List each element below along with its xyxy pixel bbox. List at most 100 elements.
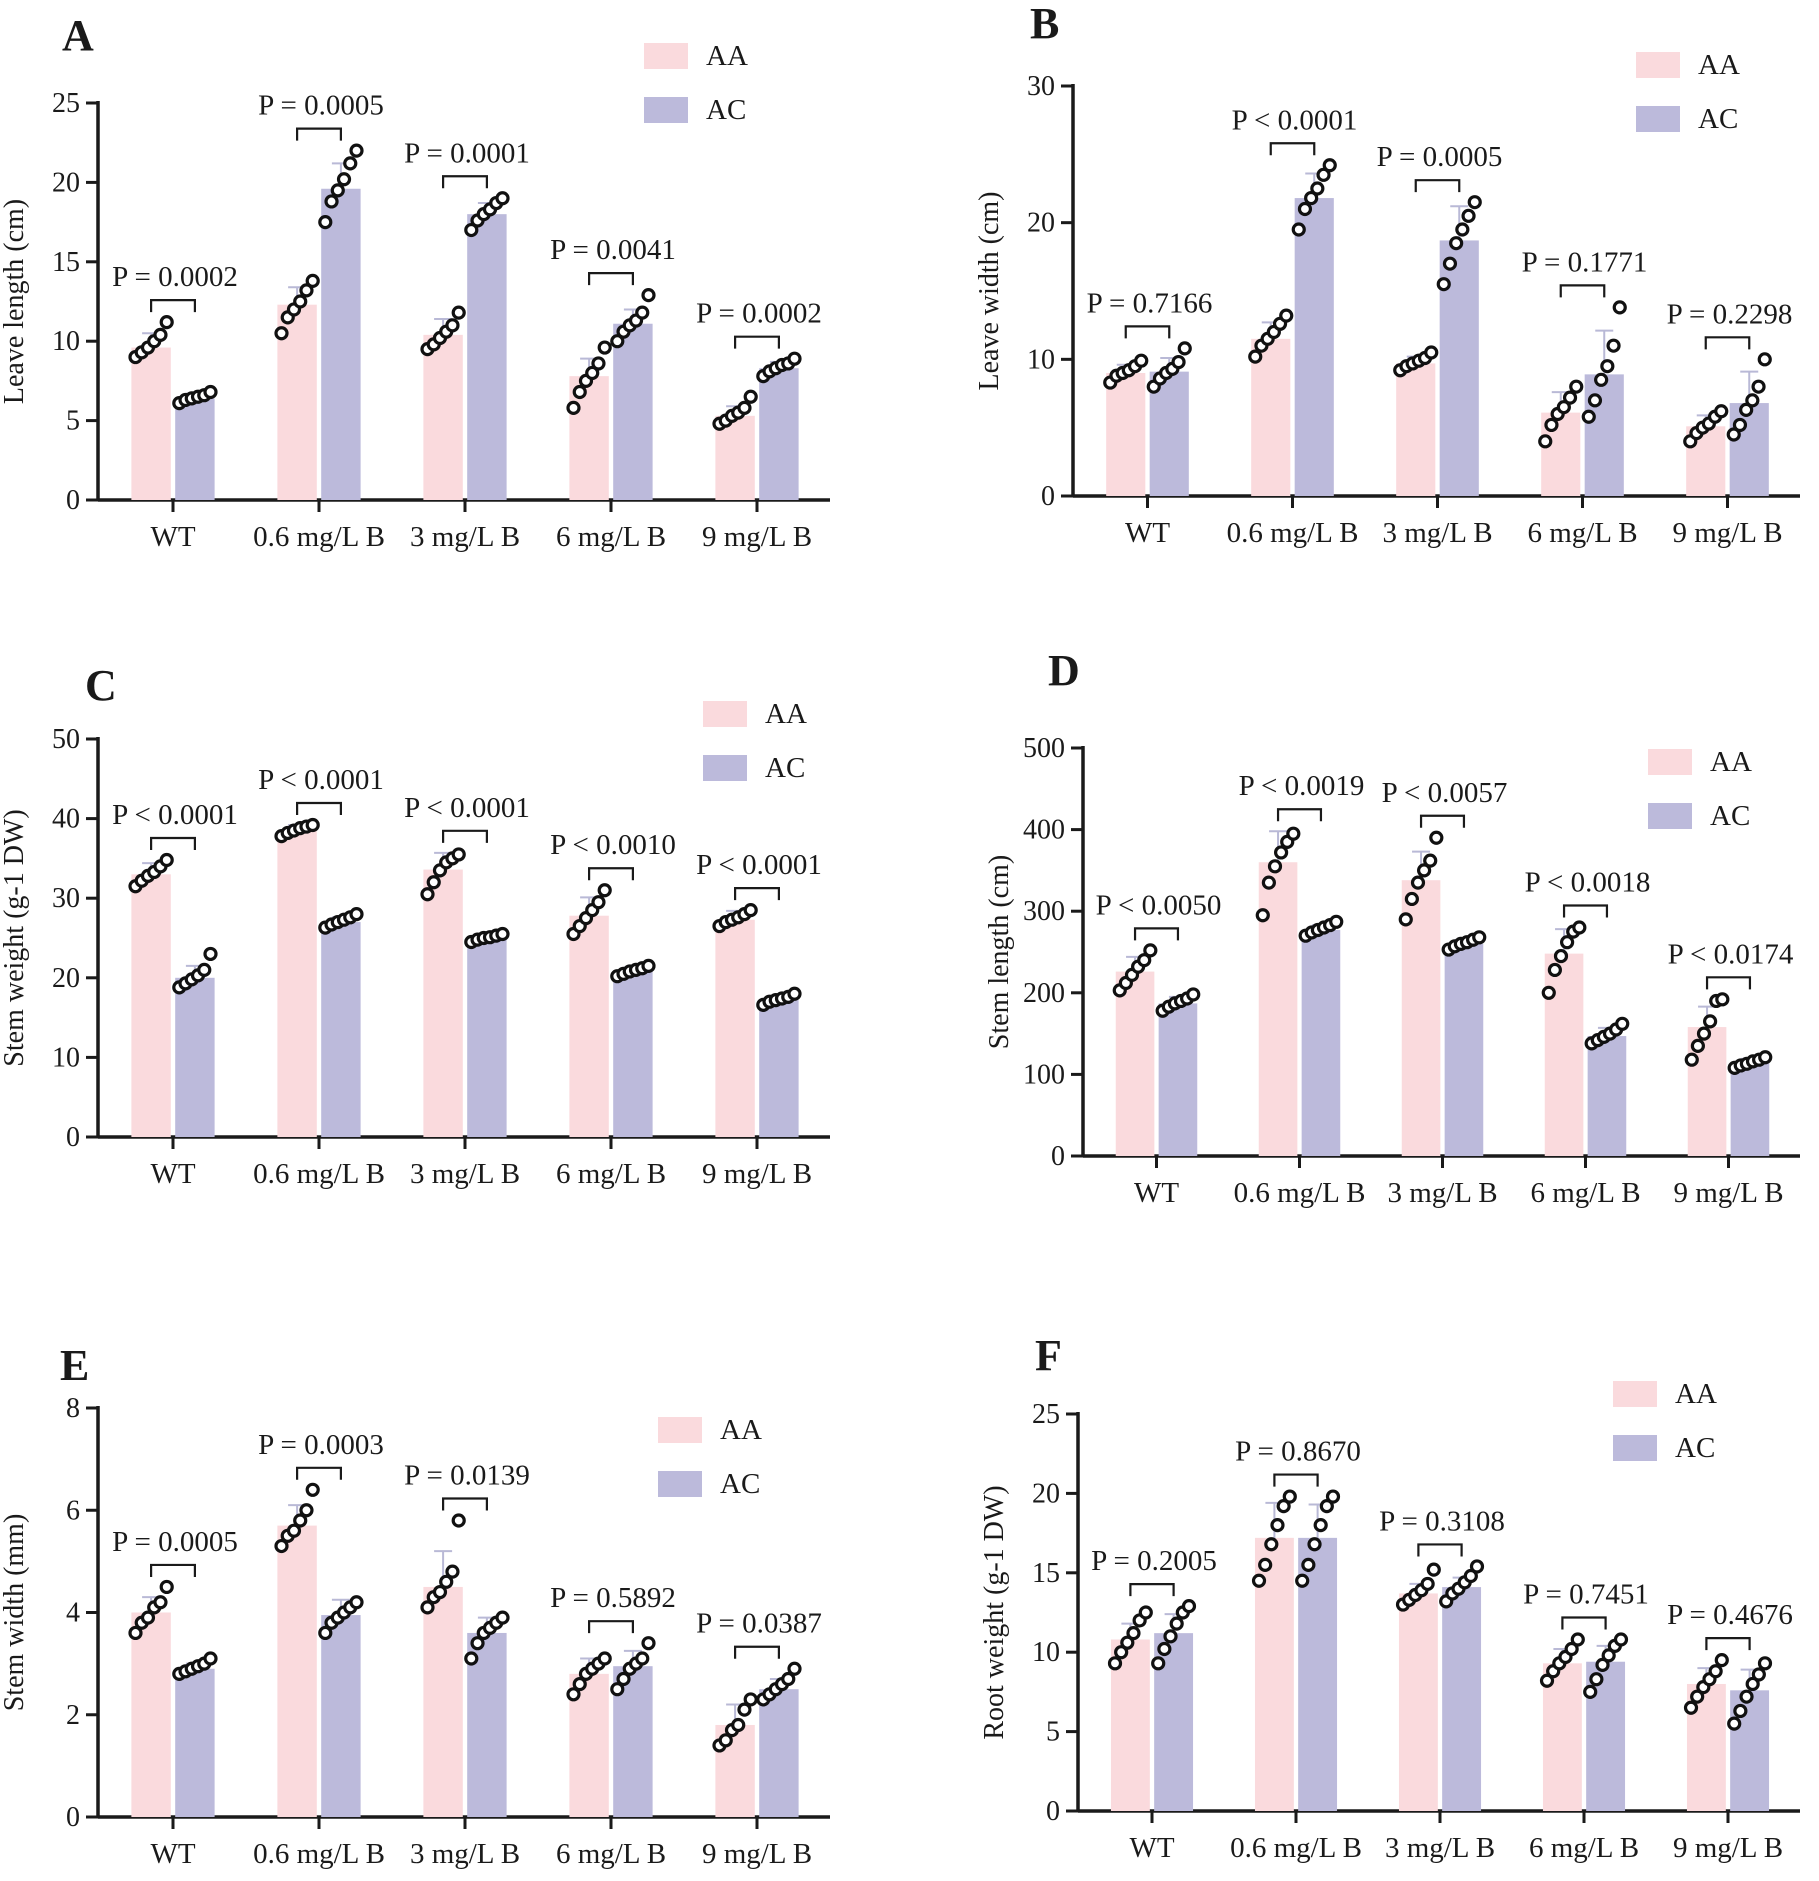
significance-bracket [1417, 1543, 1463, 1557]
significance-bracket [734, 887, 780, 901]
data-point [1600, 359, 1615, 374]
data-point [1138, 1605, 1153, 1620]
data-point [1301, 1557, 1316, 1572]
y-tick-label: 5 [66, 406, 80, 437]
y-tick-label: 4 [66, 1598, 80, 1629]
data-point [1539, 1673, 1555, 1688]
y-tick-label: 8 [66, 1393, 80, 1424]
x-category-label: 3 mg/L B [1387, 1177, 1497, 1209]
significance-bracket [1129, 1583, 1175, 1597]
y-tick-label: 0 [66, 485, 80, 516]
p-value-label: P < 0.0018 [1525, 867, 1651, 899]
bar-ac [1730, 1062, 1770, 1156]
y-tick-label: 10 [1027, 344, 1055, 375]
panel-letter: B [1030, 0, 1059, 48]
legend-label-ac: AC [1675, 1432, 1715, 1464]
p-value-label: P = 0.0005 [1377, 141, 1503, 173]
data-point [635, 305, 650, 320]
y-axis-title: Stem length (cm) [984, 855, 1015, 1049]
p-value-label: P < 0.0001 [1232, 104, 1358, 136]
p-value-label: P < 0.0001 [112, 799, 238, 831]
p-value-label: P = 0.1771 [1522, 246, 1648, 278]
data-point [1297, 201, 1313, 217]
x-category-label: 9 mg/L B [702, 521, 812, 553]
significance-bracket [1561, 1616, 1607, 1630]
x-category-label: WT [1125, 517, 1170, 549]
panel-letter: F [1035, 1331, 1062, 1380]
data-point [737, 400, 752, 415]
data-point [1410, 875, 1426, 890]
data-point [343, 156, 358, 171]
data-point [324, 194, 339, 209]
significance-bracket [1705, 1637, 1751, 1651]
bar-aa [423, 1586, 463, 1817]
data-point [1581, 409, 1596, 424]
data-point [787, 1661, 802, 1676]
data-point [1715, 992, 1730, 1007]
data-point [1329, 914, 1344, 929]
data-point [1114, 1645, 1129, 1660]
data-point [616, 1671, 631, 1687]
bar-aa [131, 347, 171, 500]
p-value-label: P = 0.2298 [1667, 298, 1793, 330]
data-point [1304, 190, 1319, 206]
significance-bracket [296, 127, 342, 141]
data-point [1472, 930, 1487, 945]
data-point [1151, 1656, 1166, 1671]
legend-label-ac: AC [765, 752, 805, 784]
data-point [1547, 962, 1562, 978]
data-point [274, 326, 289, 341]
bar-ac [321, 1615, 361, 1817]
bar-ac [613, 323, 653, 500]
data-point [293, 294, 308, 309]
bar-aa [1106, 373, 1146, 496]
data-point [1455, 222, 1470, 237]
p-value-label: P = 0.0005 [258, 90, 384, 122]
data-point [743, 389, 758, 404]
significance-bracket [1562, 904, 1609, 918]
data-point [1251, 1573, 1267, 1588]
x-category-label: 0.6 mg/L B [1230, 1832, 1362, 1864]
bar-ac [321, 922, 361, 1137]
x-category-label: 9 mg/L B [702, 1158, 812, 1190]
p-value-label: P < 0.0174 [1668, 938, 1794, 970]
data-point [318, 1625, 333, 1641]
legend-swatch-aa [1636, 52, 1680, 78]
data-point [1683, 1700, 1699, 1715]
data-point [293, 1513, 308, 1528]
x-category-label: 6 mg/L B [1527, 517, 1637, 549]
data-point [1587, 393, 1603, 408]
data-point [305, 1482, 320, 1497]
data-point [1544, 417, 1559, 433]
data-point [1461, 208, 1476, 223]
data-point [1757, 352, 1772, 367]
y-axis-title: Leave length (cm) [0, 199, 30, 404]
data-point [299, 283, 314, 298]
p-value-label: P = 0.0387 [696, 1608, 822, 1640]
p-value-label: P = 0.2005 [1091, 1545, 1217, 1577]
data-point [1758, 1050, 1773, 1065]
data-point [451, 847, 466, 862]
data-point [1276, 1499, 1291, 1514]
y-tick-label: 20 [52, 963, 80, 994]
data-point [1469, 1559, 1485, 1574]
p-value-label: P = 0.0003 [258, 1429, 384, 1461]
bar-aa [1401, 880, 1441, 1156]
panel-f: F 0 5 10 15 20 25 Root weight (g-1 DW) P = 0.200… [979, 1331, 1800, 1864]
p-value-label: P < 0.0010 [550, 829, 676, 861]
data-point [159, 315, 174, 330]
bar-aa [423, 334, 463, 500]
data-point [1615, 1016, 1630, 1031]
data-point [445, 1564, 460, 1579]
data-point [495, 1610, 510, 1625]
data-point [1171, 354, 1186, 370]
bar-ac [175, 1668, 215, 1817]
panel-letter: C [85, 661, 117, 710]
significance-bracket [588, 1620, 634, 1634]
data-point [432, 1584, 448, 1600]
bar-aa [277, 1525, 317, 1817]
data-point [330, 183, 345, 198]
data-point [1270, 1518, 1285, 1533]
x-category-label: 6 mg/L B [1529, 1832, 1639, 1864]
